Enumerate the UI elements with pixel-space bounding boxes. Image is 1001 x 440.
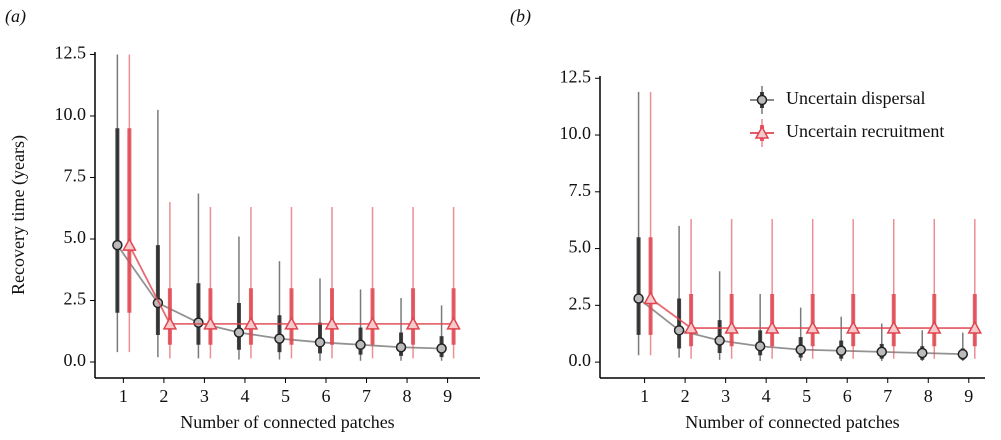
- point: [835, 345, 847, 357]
- panel-label: (b): [510, 6, 531, 27]
- x-tick-label: 5: [281, 386, 290, 406]
- x-tick-label: 3: [721, 386, 730, 406]
- point: [724, 320, 739, 334]
- point: [193, 317, 204, 328]
- x-tick-label: 8: [403, 386, 412, 406]
- x-tick-label: 6: [322, 386, 331, 406]
- x-tick-label: 9: [443, 386, 452, 406]
- x-tick-label: 9: [964, 386, 973, 406]
- point: [365, 316, 380, 330]
- point: [886, 320, 902, 334]
- point: [233, 327, 245, 338]
- point: [355, 339, 366, 351]
- x-tick-label: 1: [640, 386, 649, 406]
- y-tick-label: 0.0: [64, 350, 87, 370]
- y-tick-label: 2.5: [64, 289, 87, 309]
- x-tick-label: 1: [119, 386, 128, 406]
- point: [405, 316, 421, 330]
- point: [876, 346, 887, 358]
- y-tick-label: 2.5: [569, 293, 592, 313]
- point: [112, 239, 123, 251]
- point: [967, 320, 983, 334]
- y-tick-label: 12.5: [560, 66, 592, 86]
- x-tick-label: 2: [681, 386, 690, 406]
- point: [314, 337, 326, 348]
- point: [446, 316, 461, 330]
- point: [917, 347, 928, 359]
- point: [845, 320, 861, 334]
- x-tick-label: 8: [924, 386, 933, 406]
- y-tick-label: 5.0: [569, 237, 592, 257]
- point: [324, 316, 340, 330]
- y-axis-title: Recovery time (years): [8, 135, 29, 295]
- point: [957, 348, 969, 360]
- y-tick-label: 5.0: [64, 227, 87, 247]
- x-tick-label: 5: [802, 386, 811, 406]
- point: [754, 340, 766, 352]
- x-tick-label: 4: [762, 386, 771, 406]
- point: [274, 333, 285, 344]
- point: [203, 316, 218, 330]
- x-tick-label: 2: [159, 386, 168, 406]
- x-tick-label: 4: [240, 386, 249, 406]
- x-axis-title: Number of connected patches: [180, 412, 394, 432]
- point: [122, 237, 137, 251]
- x-tick-label: 6: [843, 386, 852, 406]
- legend-label: Uncertain recruitment: [786, 121, 944, 141]
- legend-marker: [756, 94, 768, 106]
- point: [633, 293, 644, 304]
- legend-label: Uncertain dispersal: [786, 88, 925, 108]
- y-tick-label: 10.0: [55, 104, 87, 124]
- x-tick-label: 3: [200, 386, 209, 406]
- panel-label: (a): [5, 6, 26, 27]
- x-axis-title: Number of connected patches: [685, 412, 899, 432]
- point: [795, 344, 806, 355]
- point: [683, 320, 699, 334]
- y-tick-label: 10.0: [560, 123, 592, 143]
- point: [714, 335, 725, 346]
- point: [284, 316, 299, 330]
- point: [643, 290, 658, 305]
- point: [764, 320, 780, 334]
- point: [162, 316, 178, 330]
- x-tick-label: 7: [362, 386, 371, 406]
- point: [673, 325, 685, 336]
- point: [436, 343, 447, 354]
- legend-marker: [754, 125, 770, 139]
- y-tick-label: 12.5: [55, 43, 87, 63]
- point: [926, 320, 942, 334]
- y-tick-label: 7.5: [569, 180, 592, 200]
- point: [395, 341, 407, 353]
- point: [243, 316, 259, 330]
- point: [805, 320, 820, 334]
- y-tick-label: 0.0: [569, 350, 592, 370]
- y-tick-label: 7.5: [64, 166, 87, 186]
- x-tick-label: 7: [883, 386, 892, 406]
